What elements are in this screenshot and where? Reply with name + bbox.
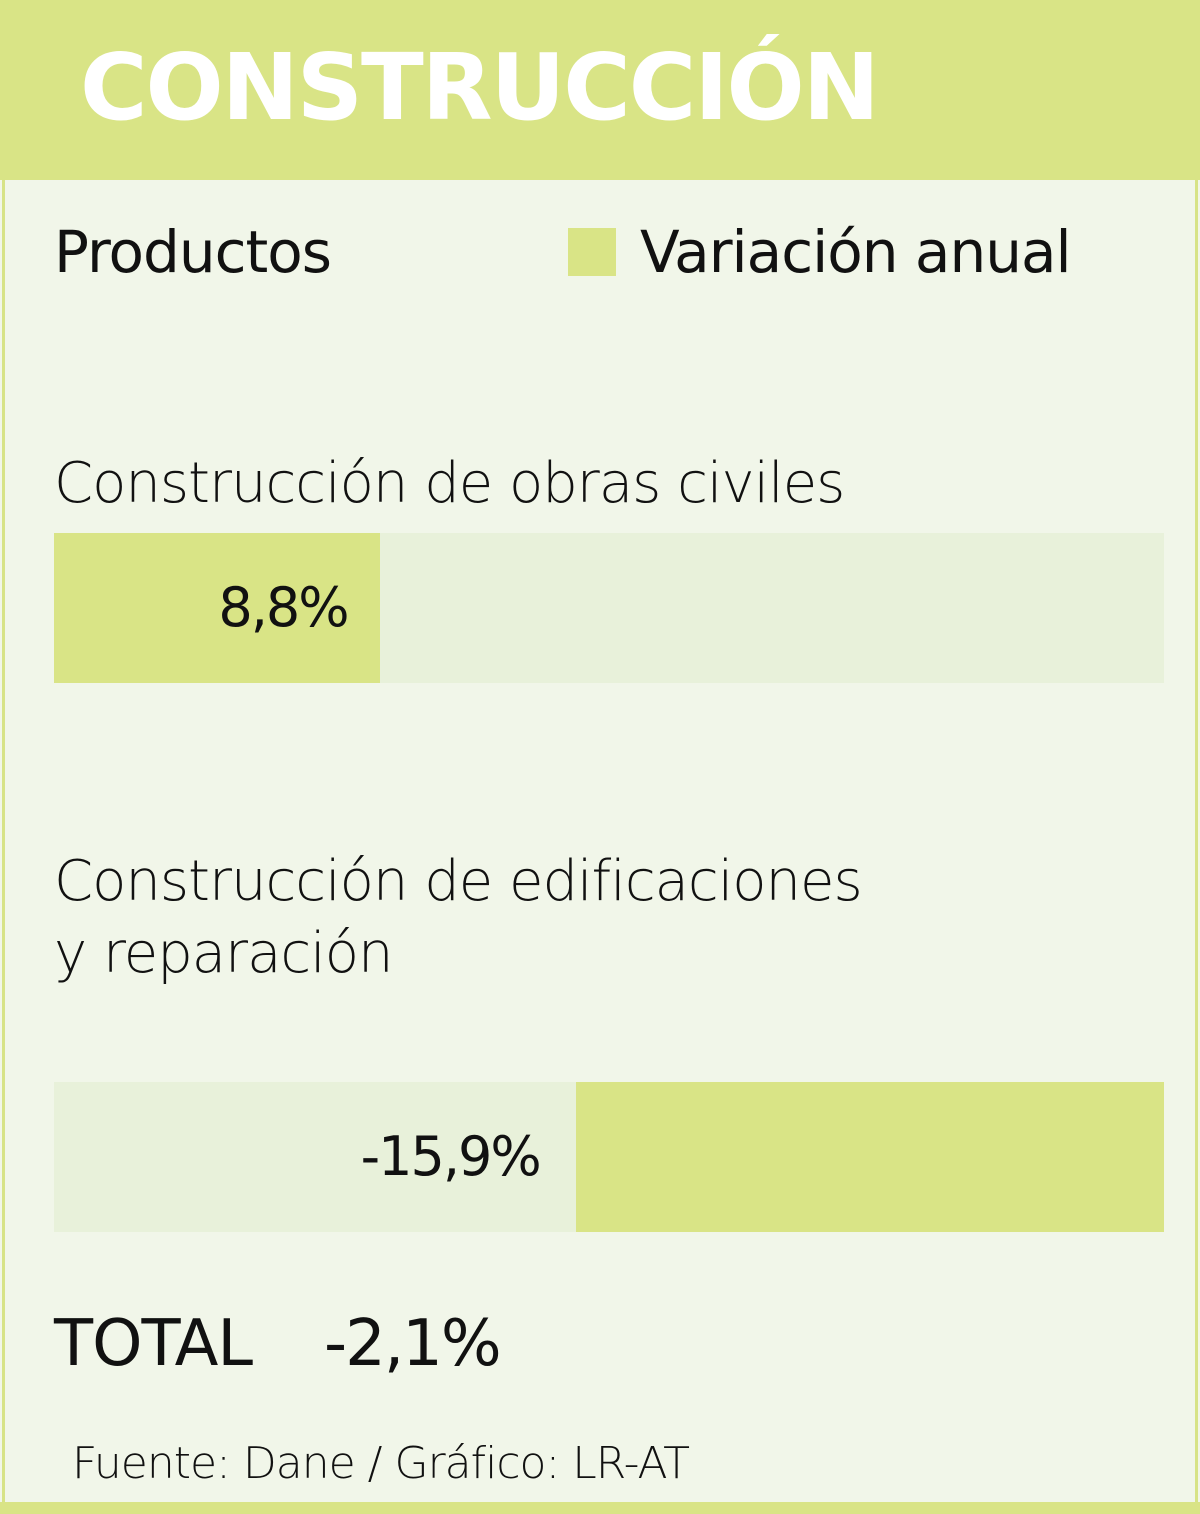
data-label: -15,9% [360,1125,542,1188]
category-label-line: Construcción de obras civiles [54,451,845,516]
category-label: Construcción de edificaciones y reparaci… [54,846,863,990]
bar [575,1082,1164,1232]
page-title: CONSTRUCCIÓN [80,34,880,141]
category-label-line: y reparación [54,921,393,986]
total-label: TOTAL [54,1307,253,1381]
bottom-rule [0,1502,1200,1514]
category-label-line: Construcción de edificaciones [54,849,863,914]
total-value: -2,1% [324,1307,502,1381]
bar-track: -15,9% [54,1082,1164,1232]
legend: Variación anual [568,212,1072,292]
source-note: Fuente: Dane / Gráfico: LR-AT [72,1438,690,1489]
bar [54,533,380,683]
bar-track: 8,8% [54,533,1164,683]
data-label: 8,8% [218,576,349,639]
header-band: CONSTRUCCIÓN [0,0,1200,180]
legend-label: Variación anual [640,218,1072,286]
category-label: Construcción de obras civiles [54,448,845,520]
products-label: Productos [54,218,332,286]
legend-swatch [568,228,616,276]
